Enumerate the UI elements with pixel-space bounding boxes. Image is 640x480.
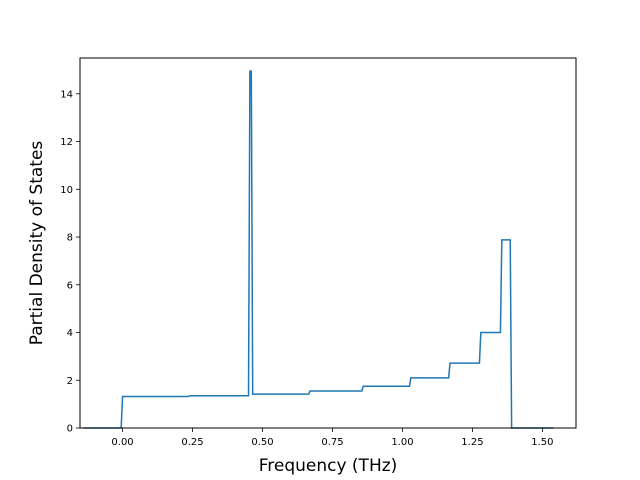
x-axis-title: Frequency (THz) <box>259 456 398 476</box>
y-tick-label: 6 <box>67 280 73 291</box>
y-axis: 0 2 4 6 8 10 12 14 <box>60 89 80 435</box>
y-tick-label: 2 <box>67 376 73 387</box>
y-tick-label: 10 <box>60 185 73 196</box>
y-tick-label: 14 <box>60 89 73 100</box>
x-tick-label: 0.75 <box>321 437 343 448</box>
plot-frame <box>79 57 577 429</box>
x-axis: 0.00 0.25 0.50 0.75 1.00 1.25 1.50 <box>111 428 554 448</box>
y-tick-label: 8 <box>67 233 73 244</box>
y-tick-label: 0 <box>67 424 73 435</box>
x-tick-label: 1.25 <box>461 437 483 448</box>
y-tick-label: 12 <box>60 137 73 148</box>
y-axis-title: Partial Density of States <box>27 141 47 346</box>
plot-background <box>80 58 576 428</box>
x-tick-label: 1.00 <box>391 437 413 448</box>
series-layer <box>83 70 554 429</box>
series-line-0 <box>83 70 554 429</box>
x-tick-label: 0.50 <box>251 437 273 448</box>
x-tick-label: 0.00 <box>111 437 133 448</box>
x-tick-label: 1.50 <box>531 437 553 448</box>
x-tick-label: 0.25 <box>181 437 203 448</box>
y-tick-label: 4 <box>67 328 73 339</box>
